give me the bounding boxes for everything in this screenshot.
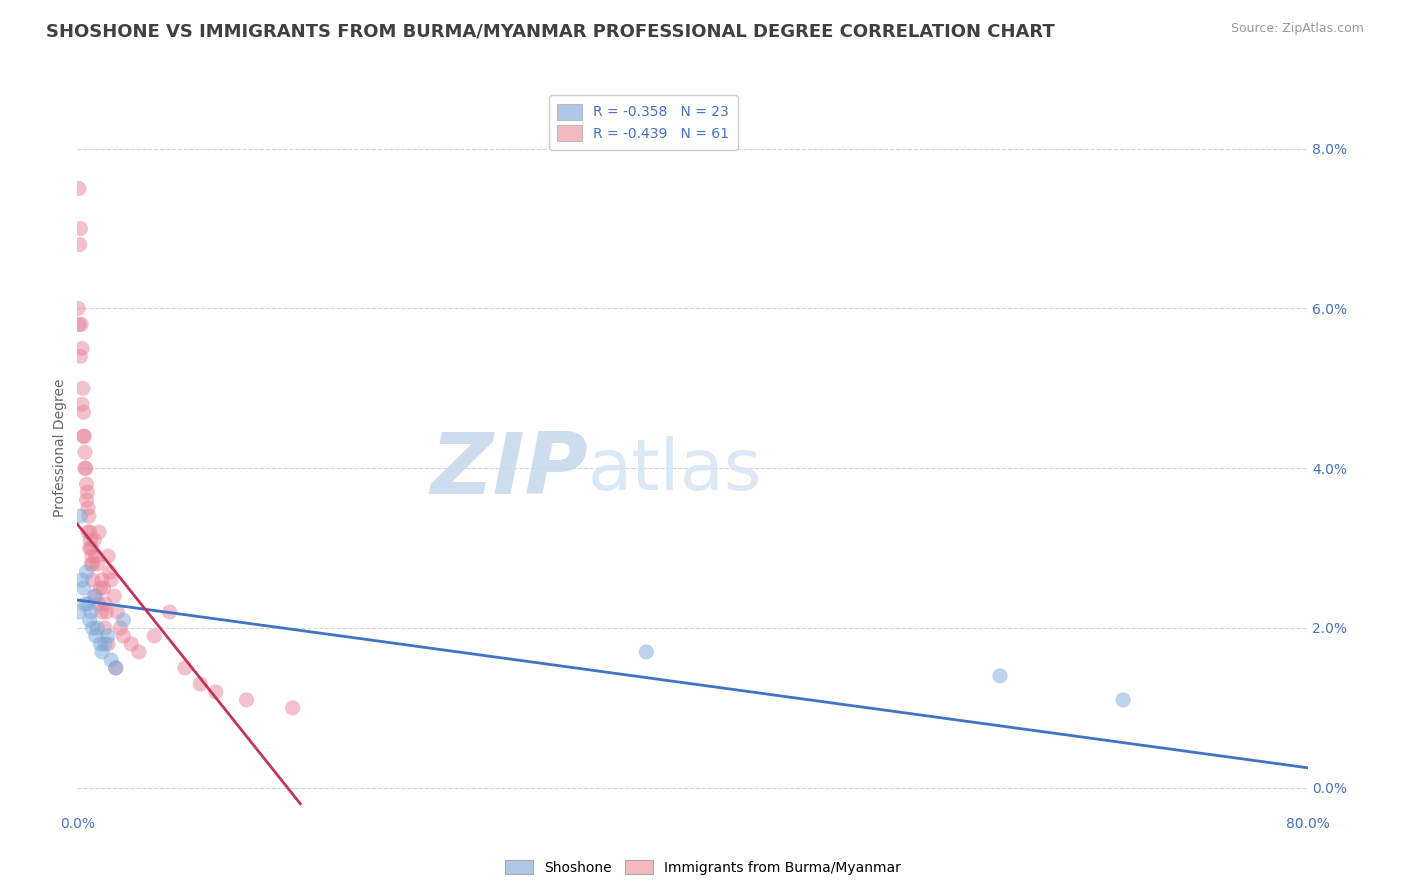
Point bbox=[73, 461, 96, 475]
Point bbox=[89, 637, 111, 651]
Point bbox=[84, 589, 107, 603]
Point bbox=[70, 318, 93, 332]
Point bbox=[70, 342, 93, 356]
Point bbox=[77, 525, 100, 540]
Point bbox=[96, 605, 118, 619]
Text: SHOSHONE VS IMMIGRANTS FROM BURMA/MYANMAR PROFESSIONAL DEGREE CORRELATION CHART: SHOSHONE VS IMMIGRANTS FROM BURMA/MYANMA… bbox=[46, 22, 1054, 40]
Point bbox=[159, 605, 181, 619]
Point bbox=[174, 661, 197, 675]
Point bbox=[75, 461, 97, 475]
Point bbox=[90, 573, 114, 587]
Point bbox=[281, 701, 304, 715]
Text: ZIP: ZIP bbox=[430, 428, 588, 511]
Point bbox=[120, 637, 142, 651]
Point bbox=[69, 350, 91, 364]
Point bbox=[69, 221, 91, 235]
Point bbox=[97, 637, 120, 651]
Point bbox=[98, 565, 121, 579]
Point bbox=[79, 525, 101, 540]
Point bbox=[143, 629, 166, 643]
Point bbox=[67, 318, 90, 332]
Point bbox=[128, 645, 150, 659]
Point bbox=[69, 237, 91, 252]
Point bbox=[76, 485, 98, 500]
Point bbox=[72, 429, 94, 443]
Point bbox=[97, 549, 120, 563]
Point bbox=[112, 613, 135, 627]
Point bbox=[90, 645, 114, 659]
Point bbox=[89, 581, 111, 595]
Point bbox=[82, 621, 104, 635]
Point bbox=[110, 621, 132, 635]
Point bbox=[94, 621, 117, 635]
Point bbox=[72, 581, 94, 595]
Point bbox=[70, 573, 93, 587]
Legend: Shoshone, Immigrants from Burma/Myanmar: Shoshone, Immigrants from Burma/Myanmar bbox=[499, 855, 907, 880]
Point bbox=[86, 621, 108, 635]
Point bbox=[84, 549, 107, 563]
Point bbox=[77, 501, 100, 516]
Point bbox=[100, 573, 122, 587]
Point bbox=[76, 493, 98, 508]
Point bbox=[73, 445, 96, 459]
Point bbox=[80, 605, 103, 619]
Point bbox=[67, 605, 90, 619]
Point bbox=[83, 589, 105, 603]
Point bbox=[90, 605, 114, 619]
Point bbox=[84, 629, 107, 643]
Point bbox=[77, 597, 100, 611]
Point bbox=[636, 645, 658, 659]
Point bbox=[79, 541, 101, 555]
Point bbox=[112, 629, 135, 643]
Point bbox=[76, 477, 98, 491]
Point bbox=[80, 549, 103, 563]
Point bbox=[190, 677, 212, 691]
Point bbox=[83, 533, 105, 547]
Point bbox=[82, 573, 104, 587]
Point bbox=[72, 381, 94, 395]
Point bbox=[77, 509, 100, 524]
Point bbox=[105, 605, 128, 619]
Point bbox=[94, 597, 117, 611]
Point bbox=[235, 693, 257, 707]
Point bbox=[100, 653, 122, 667]
Point bbox=[76, 565, 98, 579]
Point bbox=[104, 661, 127, 675]
Point bbox=[103, 589, 125, 603]
Point bbox=[80, 557, 103, 571]
Point bbox=[988, 669, 1011, 683]
Point bbox=[1112, 693, 1135, 707]
Point bbox=[86, 557, 108, 571]
Point bbox=[67, 301, 90, 316]
Point bbox=[67, 181, 90, 195]
Point bbox=[93, 581, 115, 595]
Point bbox=[79, 613, 101, 627]
Point bbox=[104, 661, 127, 675]
Point bbox=[94, 637, 117, 651]
Point bbox=[72, 405, 94, 419]
Point bbox=[80, 541, 103, 555]
Text: Source: ZipAtlas.com: Source: ZipAtlas.com bbox=[1230, 22, 1364, 36]
Point bbox=[69, 509, 91, 524]
Point bbox=[73, 597, 96, 611]
Point bbox=[87, 597, 110, 611]
Point bbox=[79, 533, 101, 547]
Point bbox=[97, 629, 120, 643]
Legend: R = -0.358   N = 23, R = -0.439   N = 61: R = -0.358 N = 23, R = -0.439 N = 61 bbox=[548, 95, 738, 150]
Text: atlas: atlas bbox=[588, 435, 762, 505]
Point bbox=[70, 397, 93, 411]
Point bbox=[73, 429, 96, 443]
Point bbox=[87, 525, 110, 540]
Point bbox=[204, 685, 226, 699]
Y-axis label: Professional Degree: Professional Degree bbox=[53, 379, 67, 517]
Point bbox=[82, 557, 104, 571]
